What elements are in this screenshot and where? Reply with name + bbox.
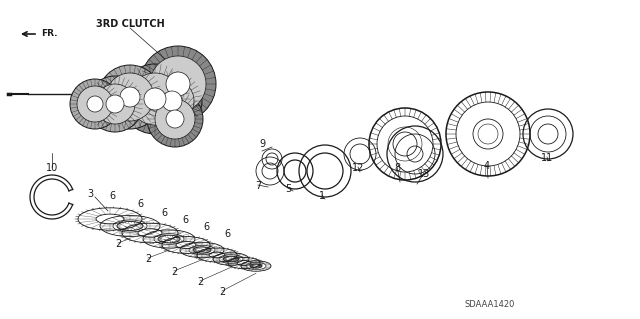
Circle shape: [155, 99, 195, 139]
Text: 1: 1: [319, 191, 325, 201]
Circle shape: [150, 56, 206, 112]
Circle shape: [106, 95, 124, 113]
Text: 11: 11: [541, 153, 553, 163]
Text: 2: 2: [197, 277, 203, 287]
Circle shape: [140, 46, 216, 122]
Circle shape: [87, 76, 143, 132]
Circle shape: [87, 96, 103, 112]
Text: 6: 6: [137, 199, 143, 209]
Text: 7: 7: [255, 181, 261, 191]
Text: 12: 12: [352, 163, 364, 173]
Text: SDAAA1420: SDAAA1420: [465, 300, 515, 309]
Text: 9: 9: [259, 139, 265, 149]
Text: 4: 4: [484, 161, 490, 171]
Circle shape: [166, 72, 190, 96]
Text: 2: 2: [115, 239, 121, 249]
Text: 6: 6: [182, 215, 188, 225]
Circle shape: [162, 91, 182, 111]
Text: 5: 5: [285, 184, 291, 194]
Text: 6: 6: [203, 222, 209, 232]
Circle shape: [120, 87, 140, 107]
Circle shape: [144, 88, 166, 110]
Circle shape: [106, 73, 154, 121]
Circle shape: [129, 73, 181, 125]
Text: 6: 6: [224, 229, 230, 239]
Text: 3RD CLUTCH: 3RD CLUTCH: [95, 19, 164, 29]
Circle shape: [95, 84, 135, 124]
Text: 6: 6: [161, 208, 167, 218]
Text: 2: 2: [219, 287, 225, 297]
Circle shape: [120, 64, 190, 134]
Text: 10: 10: [46, 163, 58, 173]
Text: 6: 6: [109, 191, 115, 201]
Text: 3: 3: [87, 189, 93, 199]
Text: 2: 2: [145, 254, 151, 264]
Circle shape: [77, 86, 113, 122]
Circle shape: [150, 79, 194, 123]
Text: 13: 13: [418, 169, 430, 179]
Text: FR.: FR.: [41, 29, 58, 39]
Text: 8: 8: [394, 163, 400, 173]
Circle shape: [70, 79, 120, 129]
Circle shape: [142, 71, 202, 131]
Circle shape: [166, 110, 184, 128]
Text: 2: 2: [171, 267, 177, 277]
Circle shape: [98, 65, 162, 129]
Circle shape: [147, 91, 203, 147]
